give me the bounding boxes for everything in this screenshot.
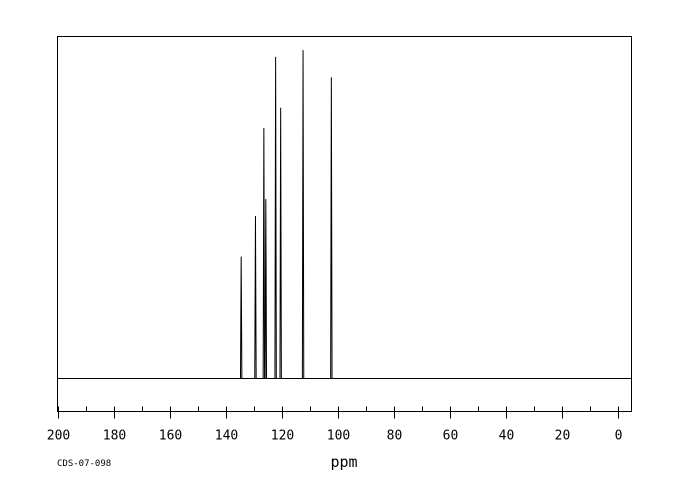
x-tick-label: 20 bbox=[555, 429, 571, 444]
compound-code-label: CDS-07-098 bbox=[57, 459, 111, 469]
plot-frame bbox=[57, 36, 632, 412]
spectrum-peak bbox=[264, 199, 268, 379]
x-tick-label: 0 bbox=[615, 429, 623, 444]
x-tick-label: 60 bbox=[443, 429, 459, 444]
spectrum-peak bbox=[301, 50, 305, 379]
x-major-ticks bbox=[58, 411, 619, 419]
spectrum-peaks bbox=[239, 50, 333, 379]
x-tick-label: 40 bbox=[499, 429, 515, 444]
x-tick-label: 160 bbox=[159, 429, 182, 444]
x-tick-labels: 200 180 160 140 120 100 80 60 40 20 0 bbox=[47, 429, 623, 444]
x-tick-label: 200 bbox=[47, 429, 70, 444]
spectrum-peak bbox=[330, 77, 333, 379]
spectrum-peak bbox=[262, 128, 266, 379]
x-minor-ticks bbox=[58, 406, 619, 412]
spectrum-peak bbox=[239, 256, 243, 379]
x-tick-label: 100 bbox=[327, 429, 350, 444]
spectrum-peak bbox=[279, 107, 282, 379]
x-tick-label: 80 bbox=[387, 429, 403, 444]
x-tick-label: 140 bbox=[215, 429, 238, 444]
spectrum-peak bbox=[274, 56, 277, 379]
spectrum-peak bbox=[254, 216, 257, 379]
x-tick-label: 180 bbox=[103, 429, 126, 444]
x-tick-label: 120 bbox=[271, 429, 294, 444]
x-axis-title: ppm bbox=[330, 453, 357, 471]
